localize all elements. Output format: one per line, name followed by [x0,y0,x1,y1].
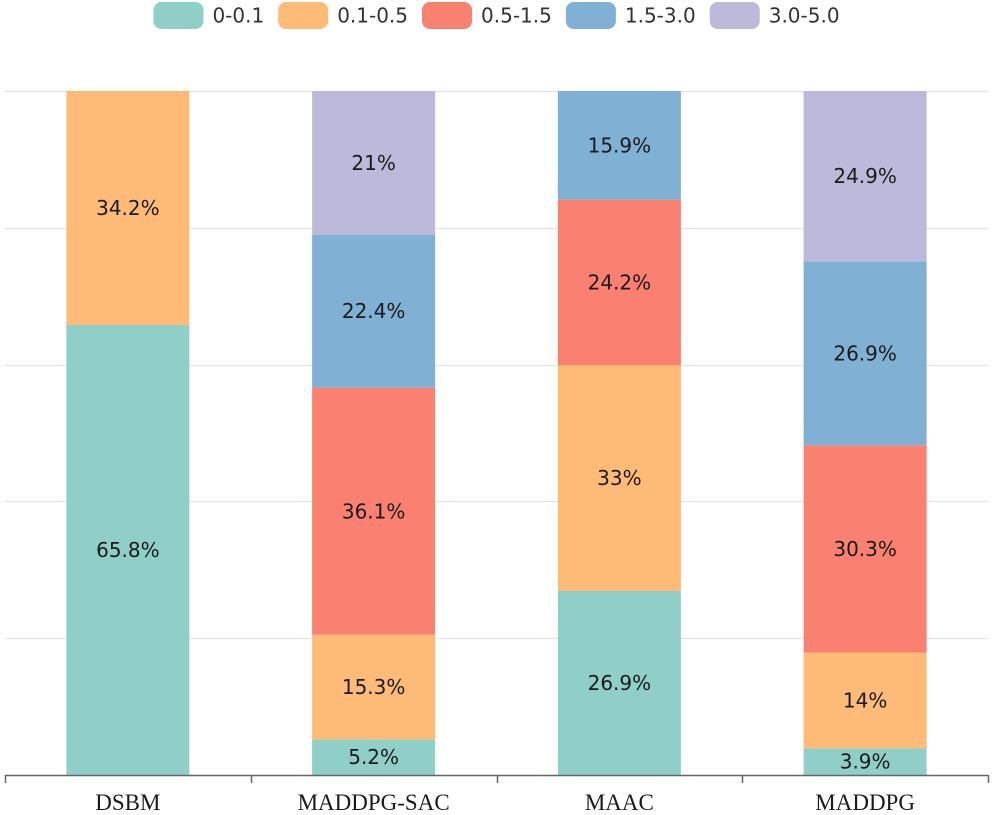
legend-label: 0.5-1.5 [481,4,552,28]
data-label: 34.2% [96,196,160,220]
legend-label: 3.0-5.0 [769,4,840,28]
bar-segment [557,591,681,775]
bar-segment [557,365,681,592]
x-axis: DSBM MADDPG-SAC MAAC MADDPG [4,774,990,815]
data-label: 33% [597,466,641,490]
data-label: 14% [843,688,887,712]
bar-segment [312,387,436,635]
bar-segment [312,234,436,388]
legend-label: 0-0.1 [212,4,264,28]
data-label: 65.8% [96,538,160,562]
bar-segment [312,634,436,740]
bar-segment [66,91,190,325]
legend-swatch [565,2,616,29]
legend-swatch [709,2,760,29]
legend-item[interactable]: 1.5-3.0 [565,2,696,29]
data-label: 30.3% [833,537,897,561]
bar-segment [803,445,927,653]
bar-segments [66,91,927,775]
bar-segment [803,748,927,775]
legend: 0-0.1 0.1-0.5 0.5-1.5 1.5-3.0 3.0-5.0 [153,2,840,29]
data-label: 15.3% [342,675,406,699]
bar-segment [803,91,927,262]
bar-segment [557,91,681,200]
bar-segment [803,261,927,446]
x-tick-label: MADDPG [815,790,915,815]
data-label: 26.9% [833,341,897,365]
data-label: 21% [351,151,395,175]
x-tick-label: MADDPG-SAC [298,790,450,815]
data-label: 24.9% [833,164,897,188]
data-label: 26.9% [588,671,652,695]
data-label: 15.9% [588,133,652,157]
bar-segment [312,91,436,235]
data-label: 3.9% [840,750,891,774]
legend-swatch [278,2,329,29]
legend-swatch [422,2,473,29]
legend-swatch [153,2,204,29]
data-label: 24.2% [588,271,652,295]
bar-segment [557,199,681,366]
legend-item[interactable]: 0-0.1 [153,2,264,29]
x-tick-label: DSBM [95,790,160,815]
data-label: 36.1% [342,499,406,523]
legend-label: 0.1-0.5 [337,4,408,28]
data-label: 22.4% [342,299,406,323]
data-labels: 65.8% 34.2% 5.2% 15.3% 36.1% 22.4% 21% 26.9% 33%… [96,133,897,773]
legend-item[interactable]: 0.1-0.5 [278,2,408,29]
bar-segment [312,739,436,775]
legend-item[interactable]: 0.5-1.5 [422,2,552,29]
x-tick-label: MAAC [585,790,654,815]
data-label: 5.2% [348,745,399,769]
bar-segment [803,652,927,749]
legend-item[interactable]: 3.0-5.0 [709,2,840,29]
bar-segment [66,324,190,775]
legend-label: 1.5-3.0 [625,4,696,28]
